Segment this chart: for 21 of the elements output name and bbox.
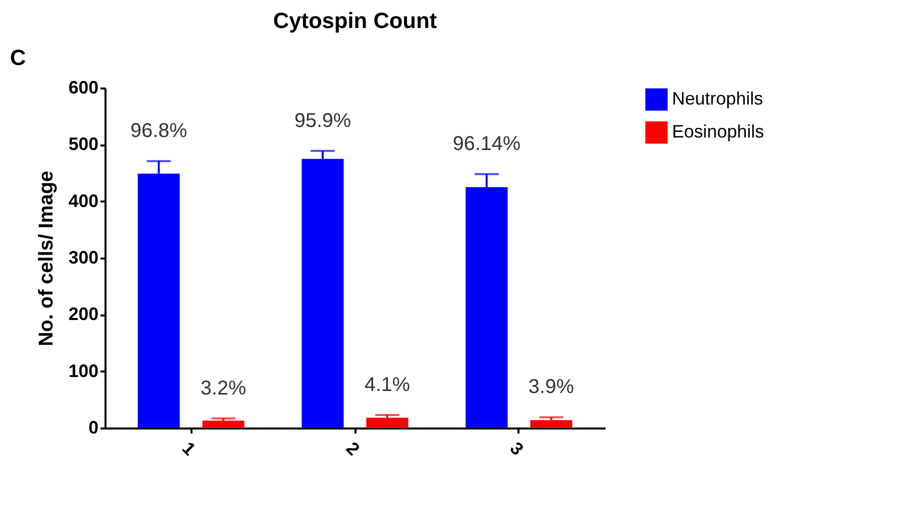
annotation: 95.9% (294, 110, 352, 132)
y-tick-label: 200 (68, 304, 98, 324)
x-tick-label: 3 (506, 438, 528, 460)
text: C (10, 45, 26, 70)
y-tick-label: 600 (68, 78, 98, 98)
legend-label: Neutrophils (672, 88, 764, 108)
annotation: 3.2% (200, 377, 246, 400)
y-tick-label: 500 (68, 134, 98, 154)
y-tick-label: 400 (68, 190, 98, 211)
annotation: 3.9% (528, 376, 574, 398)
y-tick-label: 300 (68, 248, 98, 268)
annotation: 96.8% (130, 120, 188, 142)
chart-title: Cytospin Count (273, 8, 438, 33)
y-tick-label: 100 (68, 360, 98, 381)
legend-label: Eosinophils (672, 122, 764, 142)
x-tick-label: 1 (178, 438, 200, 460)
y-axis-title: No. of cells/ Image (35, 170, 58, 346)
x-tick-label: 2 (342, 438, 364, 460)
y-tick-label: 0 (88, 418, 98, 438)
annotation: 96.14% (452, 133, 521, 156)
annotation: 4.1% (364, 374, 410, 396)
